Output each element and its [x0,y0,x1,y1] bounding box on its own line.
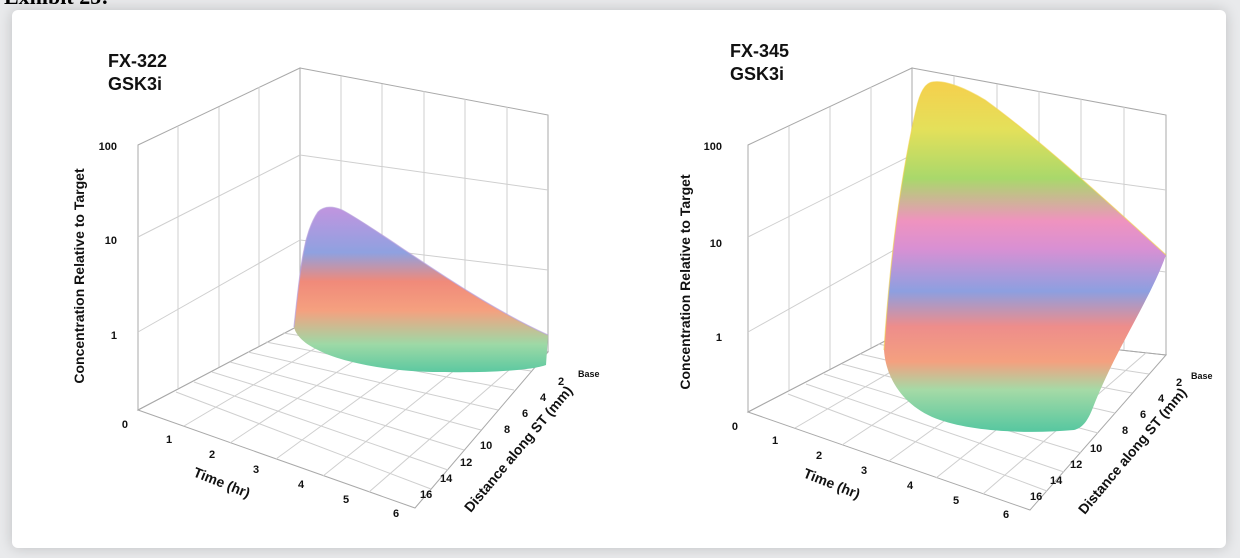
y-tick-label: 12 [460,457,472,469]
z-axis-label: Concentration Relative to Target [677,174,693,390]
z-tick-label: 100 [99,141,117,153]
y-tick-label: 10 [1090,443,1102,455]
x-axis-ticks: 1 2 3 4 5 6 [772,435,1009,521]
y-tick-label: 6 [522,408,528,420]
y-axis-end-annotation: Base [578,369,600,379]
chart-fx345: FX-345 GSK3i 100 10 1 0 Concentration Re… [677,41,1213,521]
chart-title-line-1: FX-322 [108,51,167,71]
x-tick-label: 4 [907,480,914,492]
surface [293,206,549,373]
chart-title-line-1: FX-345 [730,41,789,61]
y-tick-label: 8 [504,424,510,436]
z-tick-label: 10 [105,235,117,247]
x-tick-label: 2 [209,449,215,461]
surface [883,81,1167,432]
x-tick-label: 1 [772,435,778,447]
z-tick-label: 0 [732,421,738,433]
y-tick-label: 14 [1050,475,1063,487]
z-tick-label: 1 [716,332,722,344]
chart-title-line-2: GSK3i [730,64,784,84]
z-axis-ticks: 100 10 1 0 [99,141,128,431]
z-axis-label: Concentration Relative to Target [71,168,87,384]
y-tick-label: 6 [1140,409,1146,421]
x-tick-label: 6 [1003,509,1009,521]
z-axis-ticks: 100 10 1 0 [704,141,738,433]
x-tick-label: 1 [166,434,172,446]
y-tick-label: 2 [558,376,564,388]
y-tick-label: 8 [1122,425,1128,437]
x-tick-label: 6 [393,508,399,520]
x-axis-ticks: 1 2 3 4 5 6 [166,434,399,520]
chart-title-line-2: GSK3i [108,74,162,94]
y-tick-label: 2 [1176,377,1182,389]
y-tick-label: 4 [1158,393,1165,405]
z-tick-label: 1 [111,330,117,342]
title-block: FX-345 GSK3i [730,41,789,84]
y-axis-ticks: 2 4 6 8 10 12 14 16 [1030,377,1182,503]
y-tick-label: 10 [480,440,492,452]
y-axis-ticks: 2 4 6 8 10 12 14 16 [420,376,564,501]
y-tick-label: 14 [440,473,453,485]
z-tick-label: 0 [122,419,128,431]
x-tick-label: 5 [343,494,349,506]
z-tick-label: 100 [704,141,722,153]
y-axis-label: Distance along ST (mm) [461,383,576,515]
y-axis-end-annotation: Base [1191,371,1213,381]
title-block: FX-322 GSK3i [108,51,167,94]
y-tick-label: 12 [1070,459,1082,471]
x-tick-label: 5 [953,495,959,507]
z-tick-label: 10 [710,238,722,250]
chart-fx322: FX-322 GSK3i 100 10 1 0 Concentration Re… [71,51,600,520]
y-tick-label: 4 [540,392,547,404]
exhibit-label: Exhibit 25: [4,0,109,10]
y-tick-label: 16 [420,489,432,501]
x-tick-label: 2 [816,450,822,462]
x-axis-label: Time (hr) [191,464,252,501]
x-axis-label: Time (hr) [801,465,862,502]
x-tick-label: 4 [298,479,305,491]
y-tick-label: 16 [1030,491,1042,503]
x-tick-label: 3 [253,464,259,476]
x-tick-label: 3 [861,465,867,477]
